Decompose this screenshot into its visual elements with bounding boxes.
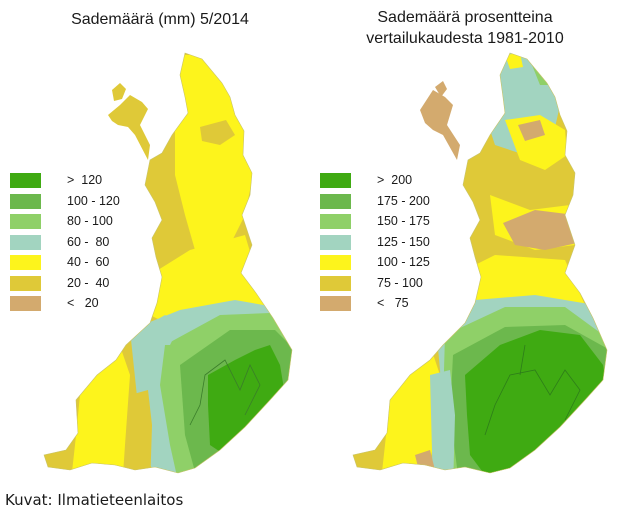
left-legend-label: < 20 [67, 296, 99, 310]
right-legend-swatch [320, 234, 351, 250]
right-legend-swatch [320, 214, 351, 229]
right-legend-label: > 200 [377, 173, 413, 187]
left-arm-region [108, 95, 150, 160]
left-legend-label: 80 - 100 [67, 214, 113, 228]
right-legend-item: 150 - 175 [320, 214, 460, 231]
left-legend-swatch [10, 234, 41, 250]
right-legend-label: 100 - 125 [377, 255, 430, 269]
left-map-title: Sademäärä (mm) 5/2014 [71, 11, 249, 28]
left-legend-item: 40 - 60 [10, 255, 150, 272]
left-precipitation-map [43, 52, 293, 474]
region-middle-tan [503, 210, 577, 250]
region-west-yellow [70, 340, 130, 473]
right-legend-label: 150 - 175 [377, 214, 430, 228]
right-legend-label: < 75 [377, 296, 409, 310]
right-legend-item: 75 - 100 [320, 275, 460, 293]
right-map-title-line1: Sademäärä prosentteina [377, 9, 553, 26]
right-legend-swatch [320, 193, 351, 209]
left-legend-swatch [10, 296, 41, 311]
left-legend-swatch [10, 255, 41, 270]
right-map-outline [352, 52, 608, 474]
region-dark-green [208, 345, 285, 455]
left-map-outline [43, 52, 293, 474]
left-legend-swatch [10, 193, 41, 209]
left-legend-label: 100 - 120 [67, 193, 120, 208]
region-southwest-teal [430, 370, 455, 473]
region-north-yellow-tip [505, 53, 523, 69]
image-credit: Kuvat: Ilmatieteenlaitos [5, 491, 184, 509]
right-legend-swatch [320, 255, 351, 270]
right-region-borders [484, 344, 581, 436]
right-map-title-line2: vertailukaudesta 1981-2010 [366, 30, 564, 47]
right-legend-item: 100 - 125 [320, 255, 460, 272]
right-arm-region [420, 90, 460, 160]
right-legend-item: 175 - 200 [320, 193, 460, 211]
right-legend-label: 75 - 100 [377, 275, 423, 290]
left-arm-tip [112, 83, 126, 101]
right-legend-swatch [320, 296, 351, 311]
region-west-yellow [380, 345, 440, 473]
right-legend-swatch [320, 275, 351, 291]
left-legend-item: > 120 [10, 173, 150, 190]
right-legend-item: 125 - 150 [320, 234, 460, 252]
right-legend-label: 175 - 200 [377, 193, 430, 208]
region-dark-green [465, 330, 607, 473]
region-lake-teal [148, 315, 180, 345]
region-upper-tan [518, 120, 545, 141]
right-map-title: Sademäärä prosentteina vertailukaudesta … [340, 7, 590, 49]
region-southwest-olive [130, 390, 152, 473]
left-legend-item: < 20 [10, 296, 150, 313]
region-north-olive [200, 120, 235, 145]
left-legend-label: > 120 [67, 173, 103, 187]
left-legend-swatch [10, 173, 41, 188]
left-legend-item: 80 - 100 [10, 214, 150, 231]
left-legend-label: 20 - 40 [67, 275, 110, 290]
left-legend-swatch [10, 214, 41, 229]
left-legend-label: 60 - 80 [67, 234, 110, 249]
right-arm-tip [435, 81, 447, 97]
left-legend-label: 40 - 60 [67, 255, 110, 269]
left-legend-item: 60 - 80 [10, 234, 150, 252]
left-region-borders [189, 359, 261, 426]
right-legend-label: 125 - 150 [377, 234, 430, 249]
right-percentage-map [352, 52, 608, 474]
left-legend-swatch [10, 275, 41, 291]
right-legend-swatch [320, 173, 351, 188]
left-legend-item: 20 - 40 [10, 275, 150, 293]
right-legend-item: < 75 [320, 296, 460, 313]
right-legend-item: > 200 [320, 173, 460, 190]
left-legend-item: 100 - 120 [10, 193, 150, 211]
